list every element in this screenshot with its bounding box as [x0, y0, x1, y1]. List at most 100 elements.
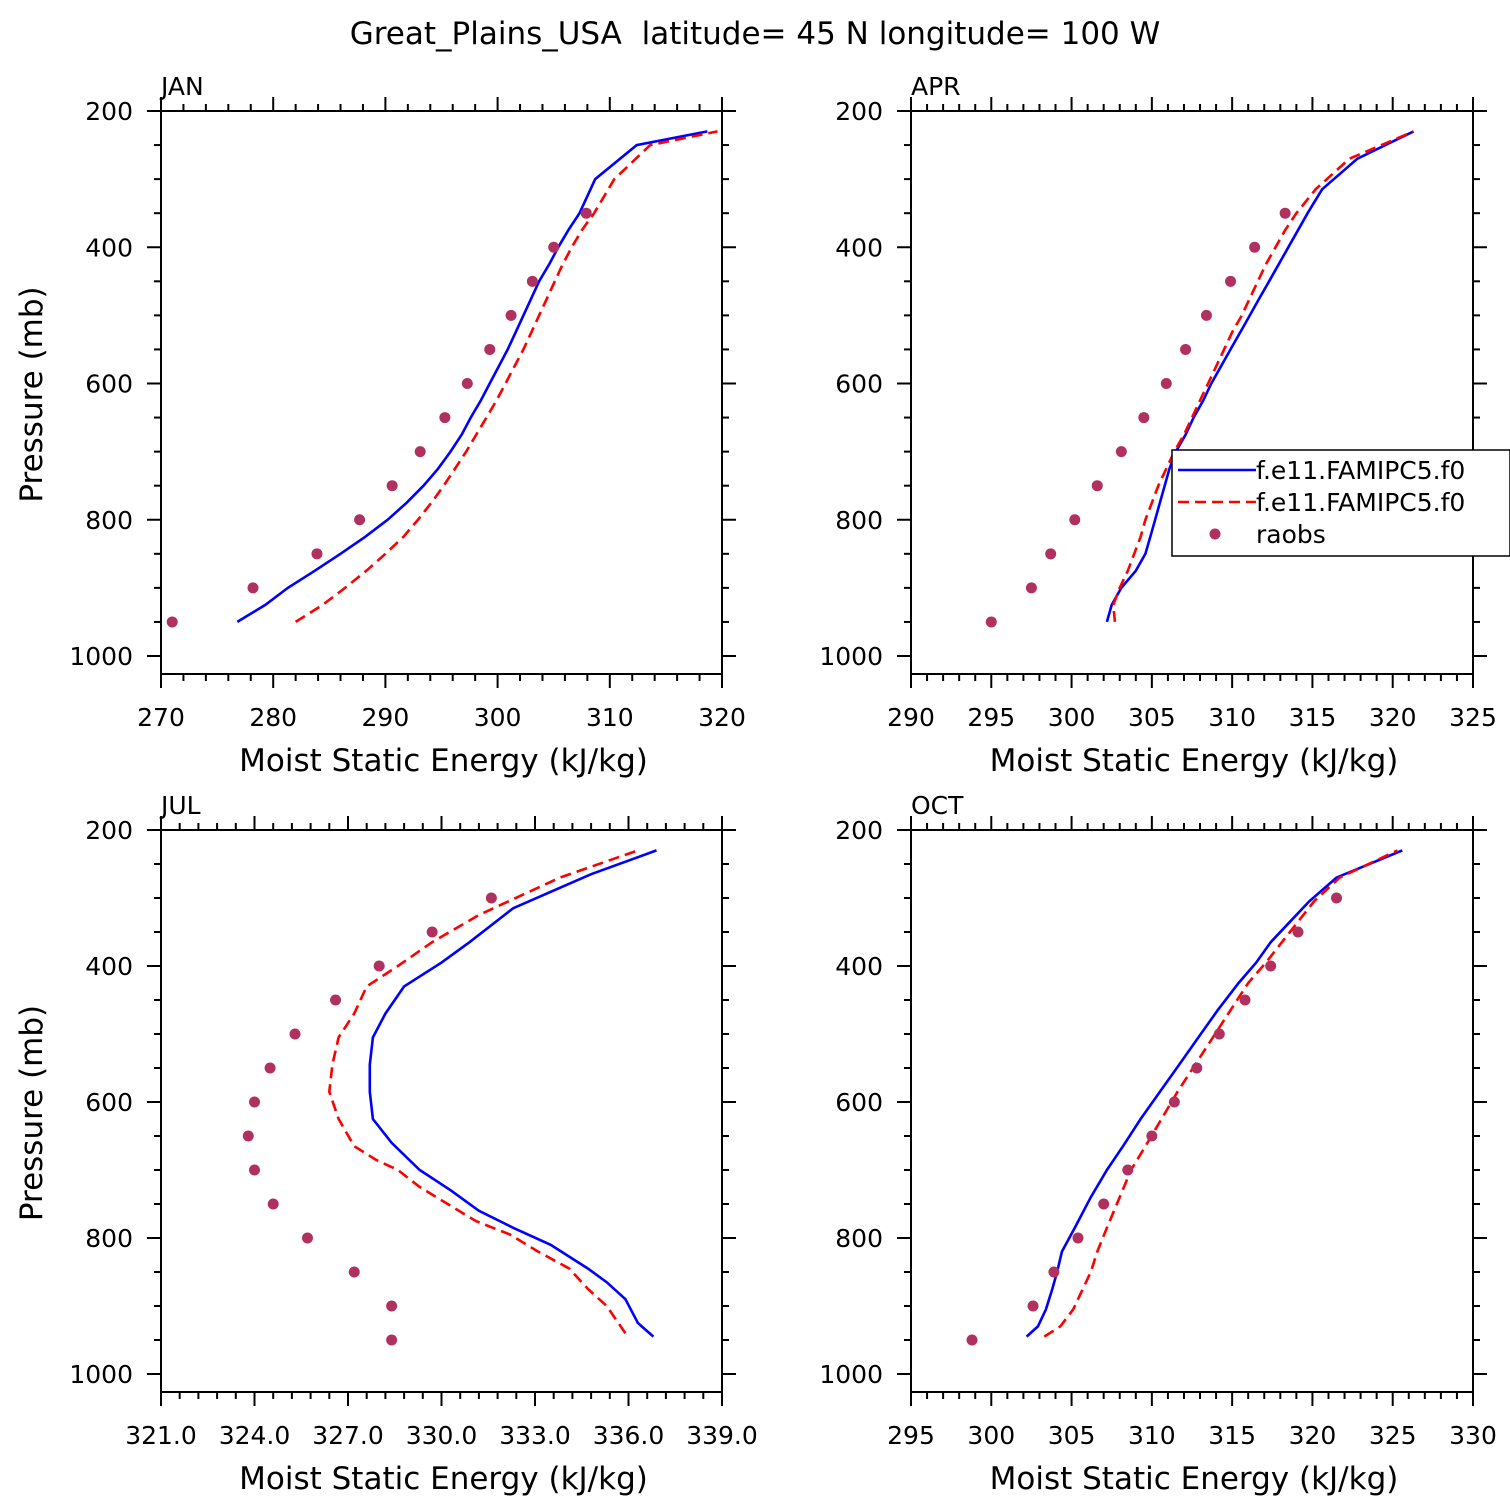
x-tick-label: 305 [1048, 1421, 1096, 1450]
raobs-point [1180, 343, 1192, 355]
y-tick-label: 400 [835, 233, 883, 262]
y-tick-label: 200 [835, 816, 883, 845]
legend-label: f.e11.FAMIPC5.f0 [1256, 456, 1465, 485]
plot-frame [160, 829, 723, 1393]
y-tick-label: 600 [835, 370, 883, 399]
raobs-point [1292, 926, 1304, 938]
raobs-point [166, 616, 178, 628]
y-tick-label: 600 [85, 370, 133, 399]
y-tick-label: 800 [85, 1224, 133, 1253]
x-axis-title: Moist Static Energy (kJ/kg) [239, 1461, 648, 1497]
raobs-point [1225, 275, 1237, 287]
figure-title: Great_Plains_USA latitude= 45 N longitud… [350, 16, 1161, 52]
raobs-point [484, 343, 496, 355]
raobs-point [247, 582, 259, 594]
raobs-point [249, 1096, 260, 1108]
y-tick-label: 1000 [819, 1360, 883, 1389]
series-line-solid [368, 849, 657, 1338]
series-line-dashed [1043, 849, 1399, 1338]
raobs-point [439, 412, 451, 424]
panel-jan: JAN 200 400 600 800 1000 270 280 290 300 310 320 Moi… [14, 72, 746, 779]
y-tick-label: 600 [835, 1088, 883, 1117]
raobs-point [1239, 994, 1251, 1006]
legend-box [1171, 449, 1510, 557]
raobs-point [1115, 446, 1127, 458]
x-tick-label: 310 [1128, 1421, 1176, 1450]
raobs-point [1027, 1300, 1039, 1312]
raobs-point [1146, 1130, 1158, 1142]
raobs-point [1331, 892, 1343, 904]
raobs-point [1279, 207, 1291, 219]
series-line-dashed [294, 130, 718, 624]
raobs-point [386, 480, 398, 492]
raobs-point [414, 446, 426, 458]
x-tick-label: 336.0 [593, 1421, 665, 1450]
x-tick-label: 310 [1208, 703, 1256, 732]
x-tick-label: 320 [1369, 703, 1417, 732]
y-tick-label: 200 [85, 816, 133, 845]
raobs-point [1122, 1164, 1134, 1176]
x-tick-label: 290 [887, 703, 935, 732]
raobs-point [348, 1266, 360, 1278]
raobs-point [1138, 412, 1150, 424]
x-axis-title: Moist Static Energy (kJ/kg) [990, 743, 1399, 779]
x-tick-label: 327.0 [312, 1421, 384, 1450]
x-tick-label: 270 [137, 703, 185, 732]
raobs-point [1025, 582, 1037, 594]
raobs-point [985, 616, 997, 628]
raobs-point [301, 1232, 313, 1244]
series-line-solid [1025, 849, 1403, 1338]
plot-frame [910, 110, 1474, 675]
x-tick-label: 324.0 [219, 1421, 291, 1450]
y-tick-label: 400 [85, 233, 133, 262]
y-tick-label: 1000 [819, 642, 883, 671]
panel-label: JUL [159, 791, 201, 820]
x-tick-label: 321.0 [125, 1421, 197, 1450]
raobs-point [1200, 309, 1212, 321]
panel-apr: APR 200 400 600 800 1000 290 295 300 305 310 315 320… [819, 72, 1510, 779]
raobs-point [1265, 960, 1277, 972]
y-tick-label: 200 [85, 97, 133, 126]
x-tick-label: 300 [1048, 703, 1096, 732]
raobs-point [354, 514, 366, 526]
raobs-point [485, 892, 497, 904]
x-tick-label: 295 [967, 703, 1015, 732]
series-line-solid [1105, 130, 1415, 623]
plot-frame [910, 829, 1474, 1393]
x-tick-label: 290 [362, 703, 410, 732]
y-tick-label: 800 [835, 1224, 883, 1253]
raobs-point [386, 1334, 398, 1346]
x-tick-label: 325 [1449, 703, 1497, 732]
raobs-point [1069, 514, 1081, 526]
panel-jul: JUL 200 400 600 800 1000 321.0 324.0 327.0 330.0 3… [14, 791, 758, 1497]
raobs-point [548, 241, 560, 253]
y-tick-label: 400 [85, 952, 133, 981]
raobs-point [386, 1300, 398, 1312]
panel-oct: OCT 200 400 600 800 1000 295 300 305 310 315 320 325… [819, 791, 1496, 1497]
raobs-point [461, 378, 473, 389]
panel-label: OCT [911, 791, 964, 820]
plot-frame [160, 110, 723, 675]
panel-label: JAN [159, 72, 204, 101]
raobs-point [1249, 241, 1261, 253]
raobs-point [1045, 548, 1057, 560]
raobs-point [526, 275, 538, 287]
raobs-point [242, 1130, 254, 1142]
x-tick-label: 330.0 [406, 1421, 478, 1450]
legend-label: f.e11.FAMIPC5.f0 [1256, 488, 1465, 517]
x-tick-label: 310 [586, 703, 634, 732]
x-tick-label: 333.0 [499, 1421, 571, 1450]
panel-label: APR [911, 72, 961, 101]
legend: f.e11.FAMIPC5.f0 f.e11.FAMIPC5.f0 raobs [1171, 449, 1510, 557]
raobs-point [1048, 1266, 1060, 1278]
legend-marker-dot [1209, 528, 1221, 540]
y-tick-label: 600 [85, 1088, 133, 1117]
raobs-point [1213, 1028, 1225, 1040]
y-tick-label: 200 [835, 97, 883, 126]
panels-group: JAN 200 400 600 800 1000 270 280 290 300 310 320 Moi… [14, 72, 1510, 1497]
x-tick-label: 325 [1369, 1421, 1417, 1450]
raobs-point [1098, 1198, 1110, 1210]
x-axis-title: Moist Static Energy (kJ/kg) [990, 1461, 1399, 1497]
y-tick-label: 800 [835, 506, 883, 535]
